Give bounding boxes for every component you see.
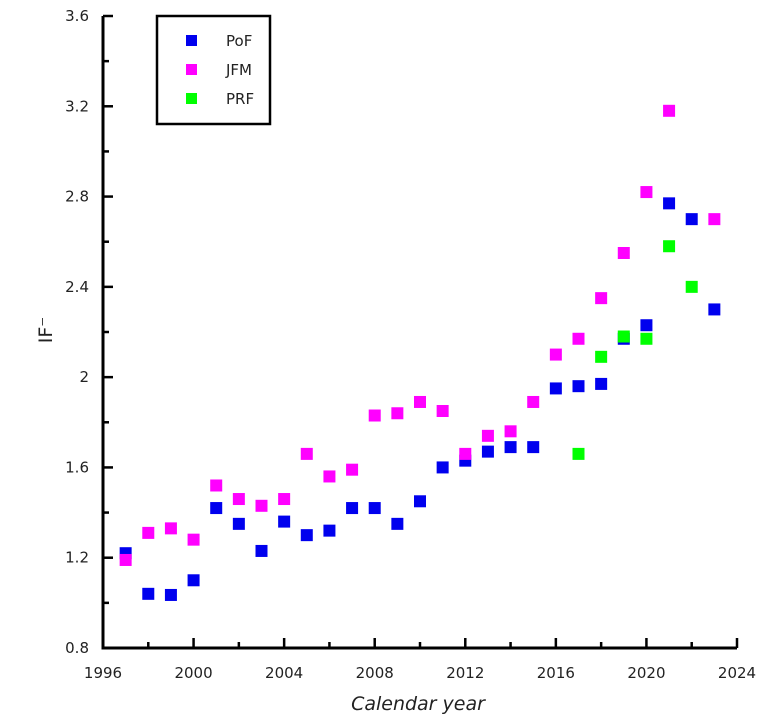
data-point: [414, 395, 426, 408]
data-point: [323, 470, 336, 483]
x-tick-label: 2008: [356, 664, 394, 682]
legend-marker-prf: [186, 93, 197, 104]
legend: PoF JFM PRF: [155, 14, 272, 126]
data-point: [278, 493, 291, 506]
data-point: [142, 587, 155, 600]
data-point: [481, 445, 494, 458]
data-point: [459, 447, 472, 460]
data-point: [504, 425, 517, 438]
data-point: [640, 332, 653, 345]
y-axis-label: IF⁻: [35, 317, 57, 344]
data-point: [663, 240, 676, 253]
data-point: [663, 104, 676, 117]
legend-label-jfm: JFM: [225, 61, 252, 79]
data-point: [595, 350, 608, 363]
data-point: [391, 407, 404, 420]
data-point: [685, 280, 698, 293]
data-point: [572, 447, 585, 460]
data-point: [119, 553, 132, 566]
y-tick-label: 2: [79, 368, 89, 386]
x-axis-label: Calendar year: [351, 693, 486, 715]
x-tick-label: 2020: [627, 664, 665, 682]
axes: 0.8 1.2 1.6 2 2.4 2.8 3.2 3.6 1996 2000 2004 2008 20…: [65, 7, 756, 682]
data-point: [595, 377, 608, 390]
y-tick-label: 2.8: [65, 188, 89, 206]
x-tick-label: 2012: [446, 664, 484, 682]
x-tick-label: 2004: [265, 664, 303, 682]
y-tick-label: 2.4: [65, 278, 89, 296]
y-tick-label: 0.8: [65, 639, 89, 657]
data-point: [232, 517, 245, 530]
data-point: [368, 409, 381, 422]
data-point: [119, 547, 132, 560]
data-point: [278, 515, 291, 528]
y-tick-label: 1.6: [65, 458, 89, 476]
data-point: [391, 517, 404, 530]
data-point: [549, 382, 562, 395]
data-point: [346, 502, 359, 515]
legend-label-pof: PoF: [226, 32, 252, 50]
series-jfm: [119, 104, 721, 566]
y-tick-label: 3.2: [65, 97, 89, 115]
data-points: [119, 104, 721, 601]
data-point: [187, 533, 200, 546]
data-point: [549, 348, 562, 361]
data-point: [346, 463, 359, 476]
data-point: [685, 213, 698, 226]
x-tick-label: 2000: [174, 664, 212, 682]
data-point: [164, 588, 177, 601]
data-point: [640, 319, 653, 332]
data-point: [436, 461, 449, 474]
data-point: [708, 303, 721, 316]
data-point: [572, 380, 585, 393]
data-point: [255, 499, 268, 512]
legend-box: [155, 14, 272, 126]
data-point: [368, 502, 381, 515]
data-point: [300, 529, 313, 542]
data-point: [572, 332, 585, 345]
data-point: [436, 405, 449, 417]
data-point: [708, 213, 721, 226]
x-tick-label: 2024: [718, 664, 756, 682]
series-pof: [119, 197, 721, 601]
data-point: [210, 479, 223, 492]
legend-marker-pof: [186, 35, 197, 46]
data-point: [187, 574, 200, 587]
data-point: [663, 197, 676, 210]
data-point: [414, 495, 426, 508]
x-tick-label: 2016: [537, 664, 575, 682]
data-point: [142, 526, 155, 539]
y-tick-label: 1.2: [65, 549, 89, 567]
data-point: [323, 524, 336, 537]
legend-marker-jfm: [186, 64, 197, 75]
data-point: [527, 441, 540, 454]
legend-label-prf: PRF: [226, 90, 254, 108]
data-point: [527, 395, 540, 408]
data-point: [210, 502, 223, 515]
series-prf: [572, 240, 698, 460]
data-point: [504, 441, 517, 454]
data-point: [617, 247, 630, 259]
data-point: [232, 493, 245, 506]
data-point: [164, 522, 177, 535]
y-tick-label: 3.6: [65, 7, 89, 25]
data-point: [481, 429, 494, 442]
data-point: [617, 330, 630, 343]
data-point: [595, 292, 608, 305]
data-point: [640, 186, 653, 199]
data-point: [300, 447, 313, 460]
x-tick-label: 1996: [84, 664, 122, 682]
data-point: [255, 544, 268, 557]
